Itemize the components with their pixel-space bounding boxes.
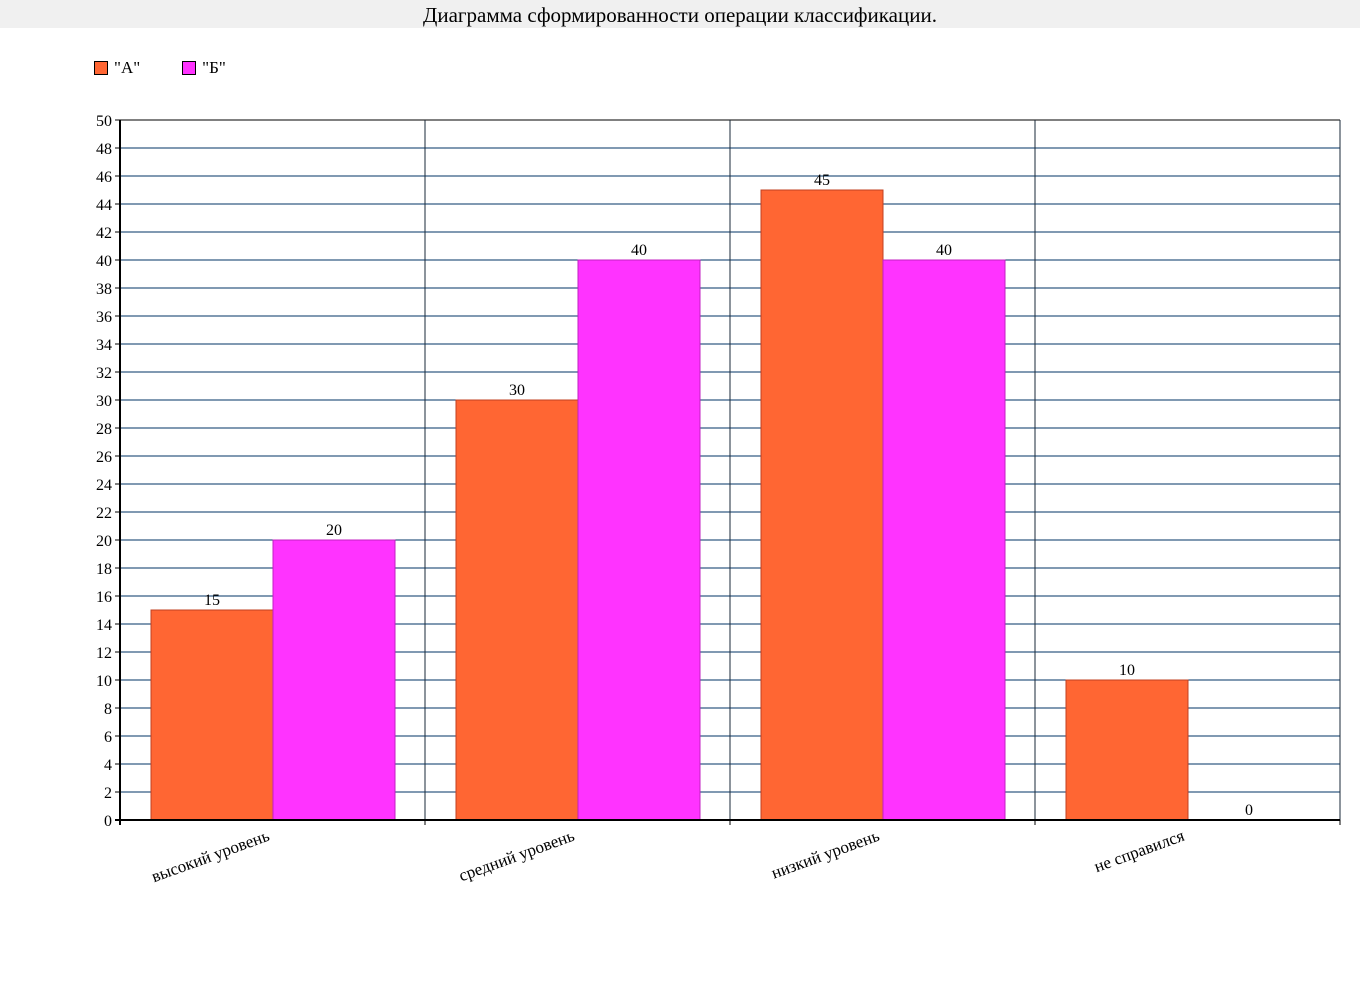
- data-label: 45: [814, 172, 830, 189]
- data-label: 30: [509, 382, 525, 399]
- chart-title: Диаграмма сформированности операции клас…: [0, 0, 1360, 28]
- y-tick-label: 38: [96, 281, 112, 298]
- y-tick-label: 40: [96, 253, 112, 270]
- bar-a: [760, 189, 884, 821]
- data-label: 40: [631, 242, 647, 259]
- data-label: 10: [1119, 662, 1135, 679]
- y-tick-label: 34: [96, 337, 112, 354]
- legend-label-a: "А": [114, 58, 141, 77]
- x-tick-label: высокий уровень: [149, 826, 272, 886]
- y-tick-label: 10: [96, 673, 112, 690]
- y-tick-label: 22: [96, 505, 112, 522]
- legend-label-b: "Б": [202, 58, 226, 77]
- y-tick-label: 2: [104, 785, 112, 802]
- y-tick-label: 6: [104, 729, 112, 746]
- y-tick-label: 4: [104, 757, 112, 774]
- x-tick-label: не справился: [1092, 826, 1188, 876]
- data-label: 15: [204, 592, 220, 609]
- legend-swatch-b: [182, 61, 197, 75]
- bar-a: [1065, 679, 1189, 821]
- data-label: 20: [326, 522, 342, 539]
- y-tick-label: 24: [96, 477, 112, 494]
- y-tick-label: 0: [104, 813, 112, 830]
- y-tick-label: 32: [96, 365, 112, 382]
- bar-b: [882, 259, 1006, 821]
- data-label: 0: [1245, 802, 1253, 819]
- x-tick-label: средний уровень: [456, 826, 577, 885]
- y-tick-label: 26: [96, 449, 112, 466]
- bar-a: [150, 609, 274, 821]
- bar-b: [577, 259, 701, 821]
- y-tick-label: 44: [96, 197, 112, 214]
- y-tick-label: 14: [96, 617, 112, 634]
- y-tick-label: 16: [96, 589, 112, 606]
- legend-item-b: "Б": [182, 58, 226, 78]
- y-tick-label: 36: [96, 309, 112, 326]
- y-tick-label: 50: [96, 113, 112, 130]
- legend: "А" "Б": [94, 58, 226, 78]
- bar-b: [272, 539, 396, 821]
- y-tick-label: 8: [104, 701, 112, 718]
- y-tick-label: 30: [96, 393, 112, 410]
- y-tick-label: 46: [96, 169, 112, 186]
- y-tick-label: 28: [96, 421, 112, 438]
- y-tick-label: 12: [96, 645, 112, 662]
- y-tick-label: 18: [96, 561, 112, 578]
- x-tick-label: низкий уровень: [769, 826, 882, 883]
- data-label: 40: [936, 242, 952, 259]
- legend-item-a: "А": [94, 58, 140, 78]
- y-tick-label: 42: [96, 225, 112, 242]
- y-tick-label: 48: [96, 141, 112, 158]
- bar-a: [455, 399, 579, 821]
- legend-swatch-a: [94, 61, 108, 75]
- y-tick-label: 20: [96, 533, 112, 550]
